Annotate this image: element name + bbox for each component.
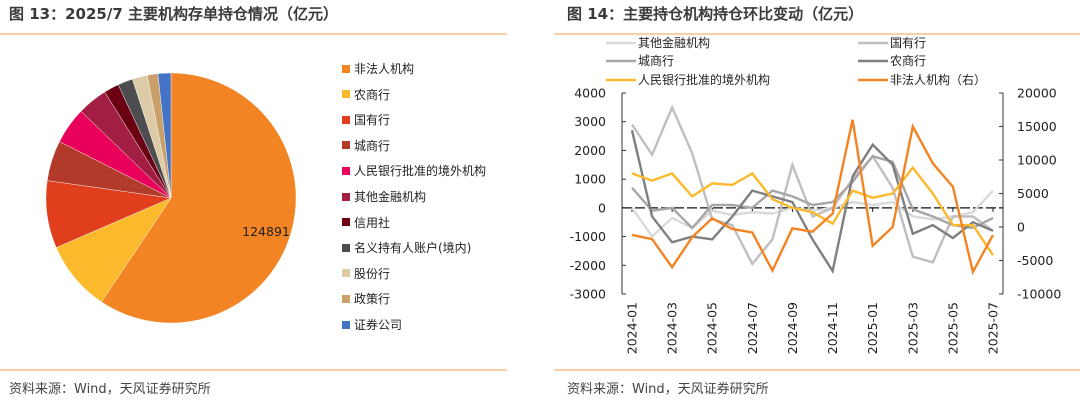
- legend-item: 名义持有人账户(境内): [342, 239, 471, 256]
- x-axis-tick-label: 2024-07: [745, 302, 760, 354]
- legend-item: 农商行: [342, 86, 390, 103]
- right-axis-tick-label: 20000: [1017, 86, 1057, 101]
- legend-label: 非法人机构: [354, 62, 415, 76]
- pie-data-label: 124891: [242, 224, 290, 239]
- legend-swatch: [342, 218, 350, 227]
- x-axis-tick-label: 2025-03: [905, 302, 920, 354]
- x-axis-tick-label: 2025-01: [865, 302, 880, 354]
- legend-item: 国有行: [342, 111, 390, 128]
- source-divider: [0, 369, 507, 371]
- legend-swatch: [342, 90, 350, 99]
- legend-item: 城商行: [342, 137, 390, 154]
- legend-item: 其他金融机构: [342, 188, 426, 205]
- legend-label: 信用社: [354, 215, 391, 230]
- left-axis-tick-label: -2000: [570, 258, 606, 273]
- figure-14-title: 图 14：主要持仓机构持仓环比变动（亿元）: [567, 5, 864, 23]
- x-axis-tick-label: 2024-09: [785, 302, 800, 354]
- pie-chart: 124891: [45, 72, 297, 324]
- title-divider: [554, 33, 1080, 35]
- right-axis-tick-label: 10000: [1017, 153, 1057, 168]
- figure-14-source: 资料来源：Wind，天风证券研究所: [567, 382, 769, 397]
- figure-13-panel: 图 13：2025/7 主要机构存单持仓情况（亿元） 124891 非法人机构农…: [0, 5, 507, 397]
- pie-slice: [157, 72, 172, 199]
- legend-label: 城商行: [638, 53, 674, 68]
- legend-swatch: [342, 243, 350, 252]
- source-divider: [554, 369, 1080, 371]
- legend-swatch: [342, 115, 350, 124]
- legend-label: 股份行: [354, 266, 391, 281]
- x-axis-tick-label: 2025-07: [986, 302, 1001, 354]
- x-axis-tick-label: 2025-05: [945, 302, 960, 354]
- x-axis-tick-label: 2024-11: [825, 302, 840, 354]
- legend-swatch: [342, 141, 350, 150]
- left-axis-tick-label: -1000: [570, 229, 606, 244]
- right-axis-tick-label: -5000: [1017, 253, 1053, 268]
- left-axis-tick-label: 4000: [574, 86, 606, 101]
- legend-label: 其他金融机构: [354, 190, 427, 204]
- legend-label: 其他金融机构: [638, 36, 710, 50]
- figure-13-title: 图 13：2025/7 主要机构存单持仓情况（亿元）: [9, 5, 338, 23]
- legend-label: 农商行: [890, 53, 926, 68]
- legend-item: 证券公司: [342, 316, 402, 333]
- legend-label: 名义持有人账户(境内): [354, 241, 472, 256]
- line-chart: 40003000200010000-1000-2000-300020000150…: [570, 36, 1062, 354]
- legend-label: 证券公司: [354, 318, 403, 332]
- x-axis-tick-label: 2024-03: [665, 302, 680, 354]
- legend-swatch: [342, 166, 350, 175]
- legend-swatch: [342, 320, 350, 329]
- legend-item: 人民银行批准的境外机构: [342, 162, 486, 179]
- right-axis-tick-label: 0: [1017, 220, 1025, 235]
- series-line: [631, 165, 994, 256]
- figure-13-source: 资料来源：Wind，天风证券研究所: [9, 382, 211, 397]
- legend-item: 信用社: [342, 214, 390, 231]
- legend-label: 国有行: [890, 36, 926, 50]
- legend-item: 非法人机构: [342, 60, 414, 77]
- title-divider: [0, 33, 507, 35]
- right-axis-tick-label: 5000: [1017, 186, 1049, 201]
- legend-label: 农商行: [354, 87, 391, 102]
- left-axis-tick-label: 3000: [574, 114, 606, 129]
- legend-label: 政策行: [354, 292, 391, 307]
- figure-14-panel: 图 14：主要持仓机构持仓环比变动（亿元） 4000 3000 2000 1000 0-…: [540, 0, 1080, 401]
- series-line: [631, 154, 994, 230]
- pie-slice: [101, 72, 297, 324]
- legend-swatch: [342, 192, 350, 201]
- legend-label: 城商行: [354, 138, 391, 153]
- left-axis-tick-label: 2000: [574, 143, 606, 158]
- legend-swatch: [342, 269, 350, 278]
- legend-swatch: [342, 64, 350, 73]
- x-axis-tick-label: 2024-01: [625, 302, 640, 354]
- x-axis-tick-label: 2024-05: [705, 302, 720, 354]
- series-line: [631, 119, 995, 276]
- left-axis-tick-label: 1000: [574, 172, 606, 187]
- legend-item: 股份行: [342, 265, 390, 282]
- legend-label: 国有行: [354, 113, 391, 128]
- left-axis-tick-label: -3000: [570, 287, 606, 302]
- legend-label: 人民银行批准的境外机构: [354, 164, 487, 179]
- legend-swatch: [342, 294, 350, 303]
- right-axis-tick-label: -10000: [1017, 287, 1061, 302]
- right-axis-tick-label: 15000: [1017, 119, 1057, 134]
- legend-label: 非法人机构（右）: [890, 72, 986, 87]
- left-axis-tick-label: 0: [598, 200, 606, 215]
- series-line: [631, 104, 994, 267]
- legend-item: 政策行: [342, 290, 390, 307]
- legend-label: 人民银行批准的境外机构: [638, 72, 770, 87]
